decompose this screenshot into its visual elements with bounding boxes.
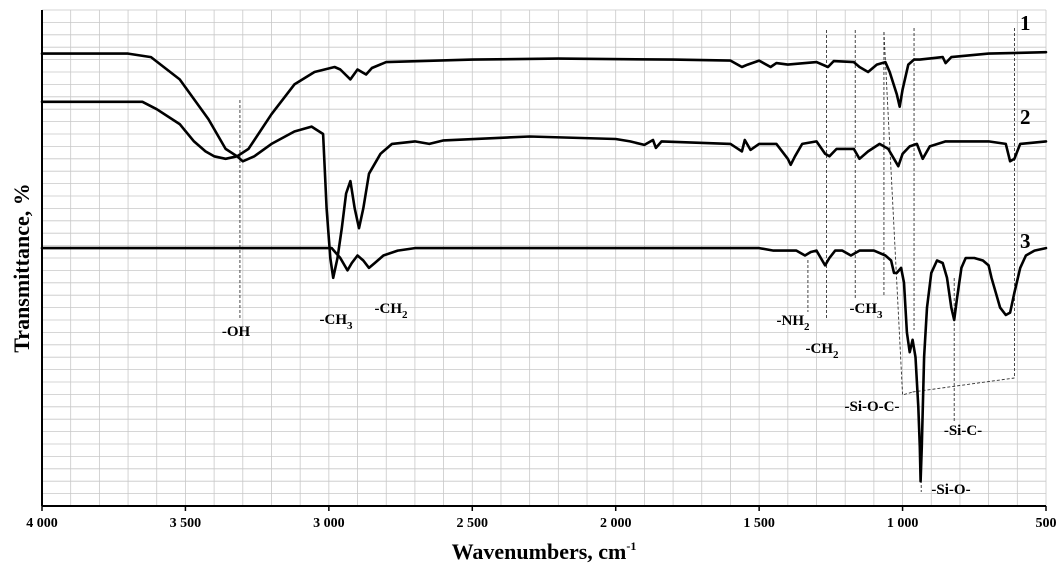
x-tick-label: 500 [1036, 516, 1057, 531]
x-ticks: 4 000 3 500 3 000 2 500 2 000 1 500 1 000 500 [26, 506, 1057, 531]
spectrum-line-1 [40, 50, 1048, 158]
series-label-3: 3 [1020, 229, 1031, 253]
annotations: -OH -CH3 -CH2 -NH2 -CH2 -CH3 -Si-O-C- -Si-C- -Si… [222, 301, 982, 498]
grid [41, 9, 1047, 506]
series-label-1: 1 [1020, 11, 1031, 35]
guide-line [912, 377, 1015, 393]
x-tick-label: 3 500 [170, 516, 202, 531]
annotation-label: -Si-O- [931, 482, 970, 498]
x-tick-label: 1 500 [743, 516, 775, 531]
spectrum-line-2 [40, 100, 1048, 280]
x-axis-title: Wavenumbers, cm-1 [452, 539, 637, 564]
annotation-label: -Si-O-C- [845, 399, 900, 415]
annotation-label: -OH [222, 324, 251, 340]
annotation-label: -CH2 [806, 341, 840, 361]
annotation-label: -CH2 [375, 301, 409, 321]
x-tick-label: 1 000 [887, 516, 919, 531]
y-axis-title: Transmittance, % [9, 183, 34, 352]
series-layer: 1 2 3 [40, 11, 1048, 483]
annotation-label: -CH3 [320, 312, 354, 332]
x-tick-label: 2 000 [600, 516, 632, 531]
spectrum-line-3 [40, 246, 1048, 483]
x-tick-label: 2 500 [457, 516, 489, 531]
axes [41, 10, 1046, 507]
annotation-label: -Si-C- [944, 423, 982, 439]
x-tick-label: 3 000 [313, 516, 345, 531]
x-tick-label: 4 000 [26, 516, 58, 531]
annotation-label: -NH2 [777, 313, 811, 333]
series-label-2: 2 [1020, 105, 1031, 129]
annotation-label: -CH3 [850, 301, 884, 321]
